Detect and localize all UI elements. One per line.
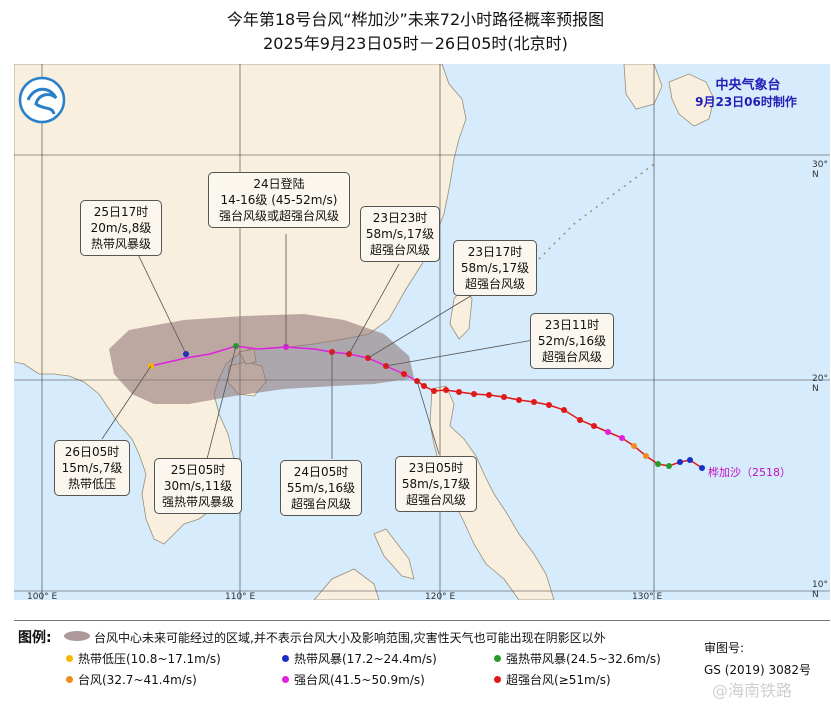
callout-23-11: 23日11时 52m/s,16级 超强台风级 [530, 313, 614, 369]
legend-item-sty: 强台风(41.5~50.9m/s) [294, 673, 425, 687]
cma-logo-icon [18, 76, 66, 124]
track-point-super [421, 383, 427, 389]
legend-title: 图例: [18, 630, 52, 646]
longitude-tick-label: 100° E [27, 592, 58, 602]
cone-swatch-icon [64, 631, 90, 641]
track-point-sty [605, 429, 611, 435]
track-point-super [471, 391, 477, 397]
callout-23-17: 23日17时 58m/s,17级 超强台风级 [453, 240, 537, 296]
track-point-super [531, 399, 537, 405]
callout-wind: 58m/s,17级 [401, 477, 471, 491]
land-ryukyu [533, 163, 655, 265]
probability-cone [109, 314, 414, 404]
track-point-super [546, 402, 552, 408]
callout-grade: 超强台风级 [405, 493, 466, 507]
land-palawan [373, 528, 415, 580]
longitude-tick-label: 120° E [425, 592, 456, 602]
callout-grade: 热带风暴级 [90, 237, 151, 251]
track-point-sty [619, 435, 625, 441]
callout-grade: 超强台风级 [290, 497, 351, 511]
callout-grade: 强台风级或超强台风级 [218, 209, 339, 223]
watermark: @海南铁路 [712, 681, 793, 700]
callout-time: 25日17时 [93, 205, 149, 219]
callout-time: 24日登陆 [253, 177, 305, 191]
legend-item-super: 超强台风(≥51m/s) [506, 673, 611, 687]
callout-leaders [101, 234, 540, 460]
track-point-sts [666, 463, 672, 469]
callout-wind: 15m/s,7级 [61, 461, 123, 475]
callout-time: 25日05时 [170, 463, 226, 477]
track-point-super [401, 371, 407, 377]
legend-dot-td-icon [66, 655, 73, 662]
callout-grade: 超强台风级 [369, 243, 430, 257]
past-points [421, 383, 705, 471]
review-number: GS (2019) 3082号 [704, 663, 811, 677]
track-point-ts [699, 465, 705, 471]
callout-time: 23日17时 [467, 245, 523, 259]
track-point-super [456, 389, 462, 395]
callout-wind: 58m/s,17级 [460, 261, 530, 275]
callout-grade: 超强台风级 [541, 350, 602, 364]
legend-dot-typhoon-icon [66, 676, 73, 683]
callout-23-23: 23日23时 58m/s,17级 超强台风级 [360, 206, 440, 262]
track-point-super [561, 407, 567, 413]
map-subtitle: 2025年9月23日05时－26日05时(北京时) [263, 34, 568, 53]
land-japan [668, 73, 715, 127]
map-title: 今年第18号台风“桦加沙”未来72小时路径概率预报图 [226, 10, 605, 29]
callout-grade: 强热带风暴级 [161, 495, 234, 509]
legend-item-sts: 强热带风暴(24.5~32.6m/s) [506, 652, 661, 666]
track-point-typhoon [643, 453, 649, 459]
callout-24-landfall: 24日登陆 14-16级 (45-52m/s) 强台风级或超强台风级 [208, 172, 350, 228]
legend-dot-sty-icon [282, 676, 289, 683]
legend-dot-super-icon [494, 676, 501, 683]
track-point-super [591, 423, 597, 429]
legend-item-td: 热带低压(10.8~17.1m/s) [78, 652, 221, 666]
track-point-typhoon [631, 443, 637, 449]
legend-panel: 图例: 台风中心未来可能经过的区域,并不表示台风大小及影响范围,灾害性天气也可能… [14, 620, 830, 707]
legend-dot-sts-icon [494, 655, 501, 662]
track-point-super [577, 417, 583, 423]
track-point-ts [687, 457, 693, 463]
callout-24-05: 24日05时 55m/s,16级 超强台风级 [280, 460, 362, 516]
agency-issued-time: 9月23日06时制作 [695, 95, 797, 109]
callout-26-05: 26日05时 15m/s,7级 热带低压 [54, 440, 130, 496]
track-point-super [431, 388, 437, 394]
track-point-super [516, 397, 522, 403]
legend-item-typhoon: 台风(32.7~41.4m/s) [78, 673, 197, 687]
latitude-tick-label: 20° N [812, 374, 828, 394]
callout-time: 23日11时 [544, 318, 600, 332]
callout-wind: 55m/s,16级 [286, 481, 356, 495]
track-point-sts [655, 461, 661, 467]
callout-23-05: 23日05时 58m/s,17级 超强台风级 [395, 456, 477, 512]
review-label: 审图号: [704, 641, 745, 655]
storm-name-label: 桦加沙（2518） [708, 466, 791, 479]
callout-time: 26日05时 [64, 445, 120, 459]
callout-wind: 14-16级 (45-52m/s) [220, 193, 338, 207]
typhoon-track-map [14, 64, 830, 600]
callout-wind: 52m/s,16级 [537, 334, 607, 348]
callout-wind: 58m/s,17级 [365, 227, 435, 241]
callout-25-17: 25日17时 20m/s,8级 热带风暴级 [80, 200, 162, 256]
latitude-tick-label: 30° N [812, 160, 828, 180]
longitude-tick-label: 130° E [632, 592, 663, 602]
callout-wind: 30m/s,11级 [163, 479, 233, 493]
agency-name: 中央气象台 [715, 78, 781, 93]
legend-dot-ts-icon [282, 655, 289, 662]
land-borneo [313, 568, 380, 600]
callout-25-05: 25日05时 30m/s,11级 强热带风暴级 [154, 458, 242, 514]
callout-grade: 热带低压 [67, 477, 116, 491]
callout-time: 23日23时 [372, 211, 428, 225]
track-point-ts [677, 459, 683, 465]
callout-grade: 超强台风级 [464, 277, 525, 291]
legend-cone-text: 台风中心未来可能经过的区域,并不表示台风大小及影响范围,灾害性天气也可能出现在阴… [94, 631, 606, 645]
track-point-super [443, 387, 449, 393]
legend-item-ts: 热带风暴(17.2~24.4m/s) [294, 652, 437, 666]
callout-time: 24日05时 [293, 465, 349, 479]
track-point-super [501, 394, 507, 400]
longitude-tick-label: 110° E [225, 592, 256, 602]
latitude-tick-label: 10° N [812, 580, 828, 600]
callout-time: 23日05时 [408, 461, 464, 475]
track-point-super [486, 392, 492, 398]
callout-wind: 20m/s,8级 [90, 221, 152, 235]
